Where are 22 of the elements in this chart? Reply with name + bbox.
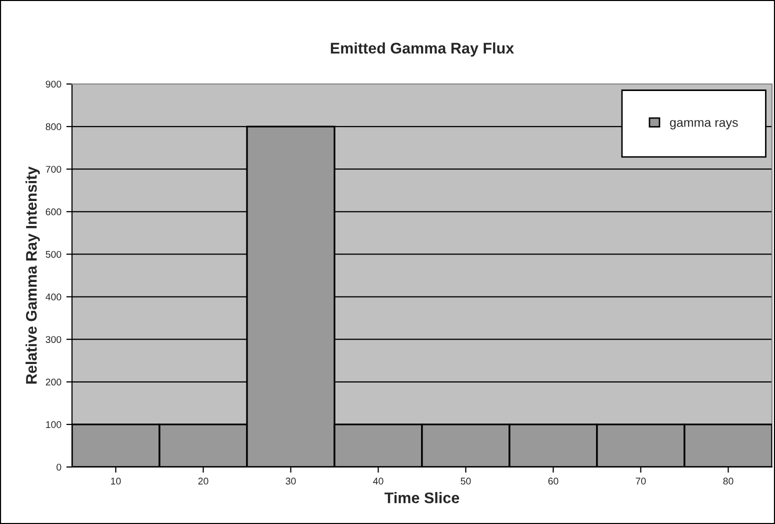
y-tick-label: 700 [46, 166, 62, 173]
y-tick-label: 500 [46, 250, 62, 258]
x-axis-title: Time Slice [384, 492, 460, 504]
y-tick-label: 900 [46, 80, 62, 88]
chart-title: Emitted Gamma Ray Flux [330, 42, 514, 57]
x-tick-label: 30 [286, 478, 296, 485]
x-tick-label: 40 [373, 478, 384, 485]
y-tick-label: 0 [56, 464, 62, 471]
x-tick-label: 20 [198, 478, 208, 485]
x-tick-label: 60 [548, 478, 558, 485]
legend-label: gamma rays [670, 120, 738, 130]
y-tick-label: 300 [46, 336, 62, 343]
y-axis-title: Relative Gamma Ray Intensity [26, 166, 40, 384]
x-tick-label: 50 [460, 478, 471, 485]
x-tick-label: 70 [636, 478, 646, 485]
x-tick-label: 10 [111, 478, 121, 485]
x-tick-label: 80 [723, 478, 734, 485]
y-tick-label: 800 [46, 123, 62, 130]
y-tick-label: 100 [46, 421, 62, 428]
y-tick-label: 200 [46, 378, 62, 386]
y-tick-label: 600 [46, 208, 62, 216]
y-tick-label: 400 [46, 294, 62, 300]
